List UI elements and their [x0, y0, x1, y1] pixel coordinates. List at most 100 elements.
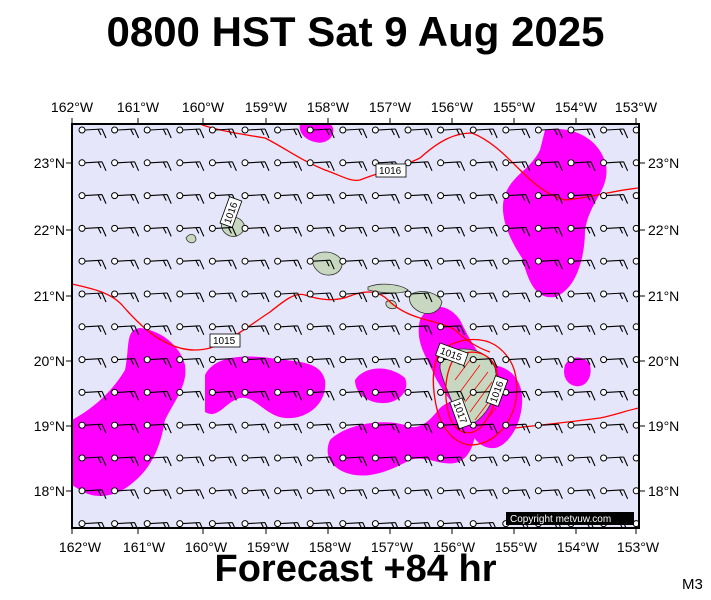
wind-barb — [176, 159, 205, 172]
wind-barb — [306, 421, 335, 434]
wind-barb — [469, 257, 498, 270]
wind-barb — [306, 487, 335, 500]
wind-barb — [404, 388, 433, 401]
wind-barb — [306, 224, 335, 237]
wind-barb — [176, 290, 205, 303]
wind-barb — [143, 126, 172, 139]
wind-barb — [306, 323, 335, 336]
wind-barb — [534, 454, 563, 467]
wind-barb — [371, 126, 400, 139]
wind-barb — [274, 388, 303, 401]
wind-barb — [469, 192, 498, 204]
lon-label: 159°W — [245, 99, 288, 115]
wind-barb — [600, 192, 629, 204]
wind-barb — [339, 224, 368, 237]
copyright-box: Copyright metvuw.com — [506, 512, 634, 525]
wind-barb — [78, 520, 106, 528]
wind-barb — [632, 520, 639, 528]
lon-label: 158°W — [309, 539, 352, 555]
lat-label: 23°N — [34, 155, 65, 171]
wind-barb — [274, 224, 303, 237]
forecast-label: Forecast +84 hr — [214, 548, 497, 590]
wind-barb — [567, 257, 596, 270]
wind-barb — [241, 356, 270, 368]
lon-labels-bottom: 162°W 161°W 160°W 159°W 158°W 157°W 156°… — [59, 539, 660, 555]
wind-barb — [502, 323, 531, 336]
wind-barb — [534, 257, 563, 270]
wind-barb — [306, 356, 335, 368]
lat-label: 22°N — [648, 222, 679, 238]
isobar-1016-bigisland — [432, 338, 518, 446]
wind-barb — [78, 159, 107, 172]
wind-barb — [111, 290, 140, 303]
wind-barb — [632, 356, 639, 364]
wind-barb — [274, 323, 303, 336]
wind-barb — [143, 159, 172, 172]
wind-barb — [600, 159, 629, 172]
wind-barb — [143, 356, 172, 368]
wind-barb — [502, 126, 531, 139]
lon-label: 154°W — [555, 99, 598, 115]
wind-barb — [339, 487, 368, 500]
wind-barb — [469, 159, 498, 172]
wind-barb — [437, 192, 466, 204]
wind-barb — [274, 487, 303, 500]
wind-barb — [111, 520, 138, 528]
lat-label: 18°N — [34, 483, 65, 499]
wind-barb — [306, 126, 335, 139]
wind-barb — [143, 454, 172, 467]
wind-barb — [534, 356, 563, 368]
wind-barb — [78, 323, 107, 336]
wind-barb — [371, 487, 400, 500]
wind-barb — [78, 192, 107, 204]
wind-barb — [371, 356, 400, 368]
wind-barb — [208, 487, 237, 500]
wind-barb — [208, 224, 237, 237]
island-maui — [409, 291, 443, 314]
wind-barb — [111, 126, 140, 139]
lat-label: 19°N — [648, 418, 679, 434]
wind-barb — [241, 323, 270, 336]
wind-barb — [274, 454, 303, 467]
wind-barb — [632, 159, 639, 167]
wind-barb — [567, 388, 596, 401]
wind-barb — [143, 323, 172, 336]
wind-barb — [176, 487, 205, 500]
wind-barb — [143, 290, 172, 303]
lon-label: 153°W — [615, 99, 658, 115]
wind-barb — [502, 356, 531, 368]
wind-barb — [534, 224, 563, 237]
wind-barb — [404, 454, 433, 467]
wind-barb — [208, 159, 237, 172]
wind-barb — [339, 126, 368, 139]
wind-barb — [241, 159, 270, 172]
wind-barb — [371, 224, 400, 237]
wind-barb — [176, 323, 205, 336]
wind-barb — [241, 126, 270, 139]
wind-barb — [274, 192, 303, 204]
wind-barb — [371, 257, 400, 270]
wind-barb — [78, 290, 107, 303]
wind-barb — [534, 388, 563, 401]
wind-barb — [371, 290, 400, 303]
lon-label: 160°W — [185, 539, 228, 555]
wind-barb — [437, 388, 466, 401]
wind-barb — [241, 388, 270, 401]
wind-barb — [78, 224, 107, 237]
wind-barb — [502, 224, 531, 237]
wind-barb — [306, 159, 335, 172]
wind-barb — [111, 224, 140, 237]
isobar-label: 1015 — [213, 336, 236, 347]
wind-barb — [404, 323, 433, 336]
wind-barb — [404, 159, 433, 172]
wind-barb — [241, 257, 270, 270]
wind-barb — [437, 487, 466, 500]
wind-barb — [176, 356, 205, 368]
wind-barb — [274, 159, 303, 172]
wind-barb — [111, 388, 140, 401]
wind-barb — [437, 224, 466, 237]
lon-labels-top: 162°W 161°W 160°W 159°W 158°W 157°W 156°… — [51, 99, 658, 115]
wind-barb — [111, 487, 140, 500]
wind-barb — [567, 290, 596, 303]
wind-barb — [632, 290, 639, 298]
